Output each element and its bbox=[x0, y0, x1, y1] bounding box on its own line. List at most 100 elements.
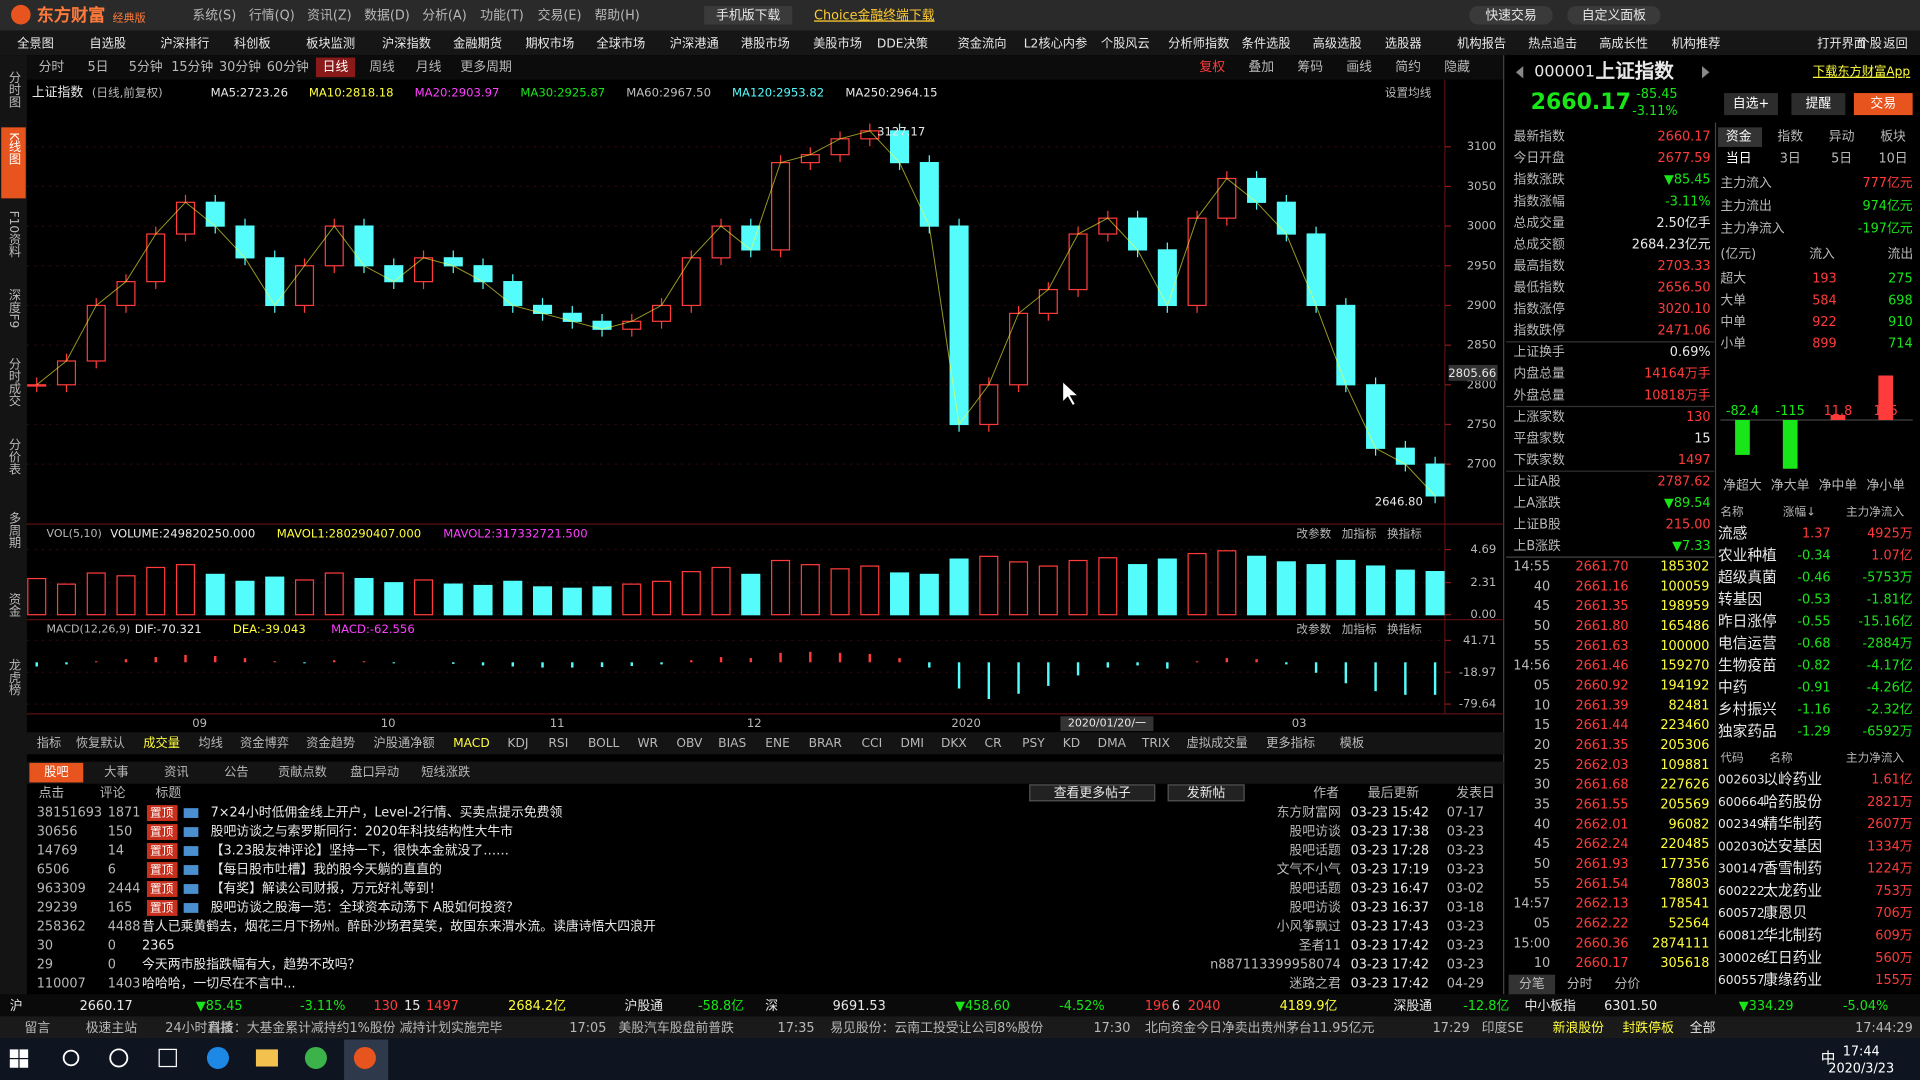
sector-name[interactable]: 农业种植 bbox=[1718, 547, 1777, 564]
start-icon[interactable] bbox=[19, 1049, 29, 1058]
indicator-tab[interactable]: KD bbox=[1063, 736, 1080, 750]
panel-tool[interactable]: 换指标 bbox=[1387, 622, 1422, 636]
tool-button[interactable]: 画线 bbox=[1346, 60, 1372, 75]
news-tab[interactable]: 短线涨跌 bbox=[421, 764, 470, 779]
period-button[interactable]: 60分钟 bbox=[267, 59, 309, 75]
stock-name[interactable]: 以岭药业 bbox=[1763, 771, 1822, 788]
indicator-tab[interactable]: ENE bbox=[765, 736, 790, 750]
stock-name[interactable]: 达安基因 bbox=[1763, 838, 1822, 855]
nav-item[interactable]: 热点追击 bbox=[1528, 36, 1577, 51]
period-button[interactable]: 30分钟 bbox=[219, 59, 261, 75]
menu-item[interactable]: 分析(A) bbox=[422, 8, 467, 23]
button[interactable] bbox=[1029, 784, 1156, 802]
fund-tab[interactable]: 异动 bbox=[1829, 130, 1855, 145]
news-title[interactable]: 昔人已乘黄鹤去，烟花三月下扬州。醉卧沙场君莫笑，故国东来渭水流。读唐诗悟大四浪开 bbox=[142, 918, 656, 934]
news-tab[interactable]: 大事 bbox=[104, 765, 128, 779]
indicator-tab[interactable]: 模板 bbox=[1340, 736, 1364, 750]
tool-button[interactable]: 简约 bbox=[1395, 60, 1421, 75]
news-tab[interactable]: 盘口异动 bbox=[350, 764, 399, 779]
indicator-tab[interactable]: 资金博弈 bbox=[240, 735, 289, 750]
stock-name[interactable]: 红日药业 bbox=[1763, 949, 1822, 966]
news-title[interactable]: 哈哈哈，一切尽在不言中... bbox=[142, 976, 296, 991]
indicator-tab[interactable]: CR bbox=[985, 736, 1003, 750]
nav-item[interactable]: 板块监测 bbox=[306, 37, 355, 51]
button[interactable] bbox=[1567, 6, 1661, 25]
indicator-tab[interactable]: OBV bbox=[676, 736, 703, 750]
sidebar-item[interactable]: 分时成交 bbox=[7, 357, 21, 407]
sector-name[interactable]: 昨日涨停 bbox=[1718, 613, 1777, 630]
stock-name[interactable]: 香雪制药 bbox=[1763, 860, 1822, 877]
fund-tab[interactable]: 指数 bbox=[1777, 130, 1803, 145]
sector-name[interactable]: 电信运营 bbox=[1718, 635, 1777, 652]
menu-item[interactable]: 帮助(H) bbox=[594, 8, 639, 23]
quote-button[interactable]: 提醒 bbox=[1806, 96, 1832, 112]
news-title[interactable]: 【有奖】解读公司财报，万元好礼等到！ bbox=[211, 880, 442, 896]
explorer-icon[interactable] bbox=[255, 1049, 278, 1067]
panel-tool[interactable]: 加指标 bbox=[1342, 622, 1377, 636]
stock-name[interactable]: 哈药股份 bbox=[1763, 793, 1822, 810]
period-button[interactable]: 月线 bbox=[416, 60, 442, 75]
tool-button[interactable]: 筹码 bbox=[1297, 59, 1323, 75]
start-icon[interactable] bbox=[19, 1059, 29, 1068]
menu-item[interactable]: 系统(S) bbox=[192, 8, 236, 23]
indicator-tab[interactable]: 指标 bbox=[37, 735, 61, 750]
panel-tool[interactable]: 加指标 bbox=[1342, 526, 1377, 540]
indicator-tab[interactable]: WR bbox=[637, 736, 658, 750]
indicator-tab[interactable]: 虚拟成交量 bbox=[1187, 735, 1248, 750]
indicator-tab[interactable]: KDJ bbox=[507, 736, 528, 750]
sidebar-item[interactable]: 分时图 bbox=[7, 71, 21, 108]
news-tab[interactable]: 公告 bbox=[224, 765, 248, 779]
indicator-tab[interactable]: TRIX bbox=[1141, 736, 1170, 750]
nav-item[interactable]: DDE决策 bbox=[877, 36, 928, 51]
menu-item[interactable]: 行情(Q) bbox=[249, 8, 295, 23]
button[interactable] bbox=[1167, 784, 1245, 802]
nav-item[interactable]: 机构推荐 bbox=[1671, 36, 1720, 51]
sidebar-item[interactable]: 深度F9 bbox=[7, 289, 21, 329]
nav-item[interactable]: 港股市场 bbox=[741, 36, 790, 51]
nav-item[interactable]: 沪深港通 bbox=[670, 37, 719, 51]
indicator-tab[interactable]: DMA bbox=[1098, 736, 1127, 750]
setting-link[interactable]: 设置均线 bbox=[1385, 86, 1432, 100]
fund-period[interactable]: 5日 bbox=[1831, 152, 1852, 167]
button[interactable] bbox=[1724, 93, 1778, 116]
menu-item[interactable]: 资讯(Z) bbox=[307, 8, 352, 23]
nav-item[interactable]: 条件选股 bbox=[1242, 37, 1291, 51]
nav-item[interactable]: 期权市场 bbox=[525, 36, 574, 51]
trade-button-bg[interactable] bbox=[1853, 93, 1913, 116]
tick-tab[interactable]: 分价 bbox=[1614, 977, 1640, 992]
tick-tab[interactable]: 分笔 bbox=[1519, 976, 1545, 992]
tool-button[interactable]: 隐藏 bbox=[1444, 60, 1470, 75]
news-title[interactable]: 股吧访谈之与索罗斯同行：2020年科技结构性大牛市 bbox=[211, 824, 514, 840]
nav-item[interactable]: 沪深排行 bbox=[160, 37, 209, 51]
period-button[interactable]: 日线 bbox=[323, 60, 349, 75]
nav-item[interactable]: 高级选股 bbox=[1313, 36, 1362, 51]
fund-period[interactable]: 当日 bbox=[1726, 152, 1752, 167]
nav-item[interactable]: 金融期货 bbox=[453, 36, 502, 51]
period-button[interactable]: 更多周期 bbox=[460, 60, 511, 75]
nav-item[interactable]: L2核心内参 bbox=[1024, 36, 1088, 51]
search-icon[interactable] bbox=[62, 1049, 80, 1067]
indicator-tab[interactable]: 均线 bbox=[198, 736, 222, 750]
period-button[interactable]: 周线 bbox=[369, 60, 395, 75]
stock-name[interactable]: 康缘药业 bbox=[1763, 972, 1822, 989]
button[interactable] bbox=[1791, 93, 1846, 116]
tool-button[interactable]: 叠加 bbox=[1248, 60, 1274, 75]
fund-period[interactable]: 3日 bbox=[1780, 152, 1801, 167]
quote-button[interactable]: 交易 bbox=[1870, 96, 1896, 112]
sidebar-item[interactable]: 资金 bbox=[7, 592, 21, 617]
sidebar-item[interactable]: 龙虎榜 bbox=[7, 659, 21, 696]
sector-name[interactable]: 中药 bbox=[1718, 679, 1747, 696]
sector-name[interactable]: 转基因 bbox=[1718, 591, 1762, 608]
sidebar-item[interactable]: F10资料 bbox=[7, 211, 21, 258]
nav-item[interactable]: 高成长性 bbox=[1599, 36, 1648, 51]
news-title[interactable]: 【每日股市吐槽】我的股今天躺的直直的 bbox=[211, 862, 442, 878]
fund-period[interactable]: 10日 bbox=[1878, 152, 1907, 167]
edge-icon[interactable] bbox=[206, 1046, 229, 1069]
tool-button[interactable]: 复权 bbox=[1199, 59, 1225, 75]
start-icon[interactable] bbox=[9, 1049, 19, 1058]
news-title[interactable]: 股吧访谈之股海一范：全球资本动荡下 A股如何投资？ bbox=[211, 899, 519, 915]
indicator-tab[interactable]: BOLL bbox=[588, 736, 620, 750]
sector-name[interactable]: 独家药品 bbox=[1718, 723, 1777, 740]
indicator-tab[interactable]: CCI bbox=[861, 736, 882, 750]
fund-tab[interactable]: 资金 bbox=[1726, 129, 1752, 145]
